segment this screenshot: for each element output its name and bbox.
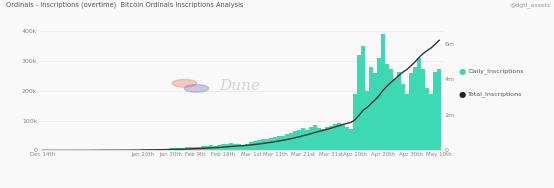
Bar (357, 55, 361, 150)
Bar (189, 147, 193, 150)
Bar (137, 149, 141, 150)
Bar (329, 126, 333, 150)
Text: Daily_Inscriptions: Daily_Inscriptions (468, 69, 524, 74)
Bar (285, 134, 289, 150)
Bar (229, 143, 233, 150)
Bar (269, 138, 273, 150)
Bar (153, 149, 157, 150)
Bar (165, 149, 169, 150)
Bar (273, 137, 277, 150)
Bar (257, 140, 261, 150)
Bar (253, 142, 257, 150)
Bar (205, 146, 209, 150)
Bar (233, 144, 237, 150)
Bar (417, 58, 421, 150)
Text: Total_Inscriptions: Total_Inscriptions (468, 91, 522, 97)
Bar (409, 73, 413, 150)
Bar (353, 94, 357, 150)
Bar (386, 64, 389, 150)
Bar (433, 72, 437, 150)
Bar (157, 149, 161, 150)
Bar (350, 129, 353, 150)
Bar (341, 125, 345, 150)
Bar (245, 144, 249, 150)
Bar (301, 128, 305, 150)
Bar (345, 127, 349, 150)
Bar (438, 69, 441, 150)
Bar (161, 149, 165, 150)
Bar (225, 144, 229, 150)
Bar (181, 148, 184, 150)
Bar (429, 94, 433, 150)
Bar (209, 145, 213, 150)
Bar (293, 131, 297, 150)
Bar (334, 124, 337, 150)
Bar (177, 148, 181, 150)
Text: @dgtl_assets: @dgtl_assets (510, 2, 551, 8)
Bar (173, 148, 177, 150)
Bar (425, 88, 429, 150)
Bar (197, 146, 201, 150)
Bar (93, 149, 96, 150)
Bar (141, 149, 145, 150)
Bar (145, 149, 148, 150)
Bar (401, 83, 405, 150)
Bar (325, 127, 329, 150)
Bar (393, 79, 397, 150)
Bar (305, 130, 309, 150)
Bar (249, 142, 253, 150)
Bar (397, 72, 401, 150)
Bar (373, 73, 377, 150)
Bar (265, 139, 269, 150)
Bar (317, 128, 321, 150)
Bar (413, 67, 417, 150)
Bar (370, 67, 373, 150)
Bar (241, 145, 245, 150)
Bar (365, 91, 369, 150)
Bar (361, 46, 365, 150)
Bar (389, 69, 393, 150)
Bar (221, 144, 225, 150)
Bar (309, 127, 313, 150)
Circle shape (172, 79, 197, 87)
Bar (149, 149, 153, 150)
Bar (377, 58, 381, 150)
Bar (193, 147, 197, 150)
Text: ●: ● (458, 89, 465, 99)
Bar (185, 147, 189, 150)
Bar (406, 94, 409, 150)
Bar (289, 133, 293, 150)
Bar (422, 69, 425, 150)
Bar (201, 146, 205, 150)
Text: ●: ● (458, 67, 465, 76)
Bar (217, 145, 220, 150)
Bar (337, 123, 341, 150)
Bar (169, 148, 173, 150)
Bar (213, 146, 217, 150)
Bar (321, 129, 325, 150)
Text: Ordinals - Inscriptions (overtime)  Bitcoin Ordinals Inscriptions Analysis: Ordinals - Inscriptions (overtime) Bitco… (6, 2, 243, 8)
Bar (237, 144, 241, 150)
Bar (277, 136, 281, 150)
Bar (313, 125, 317, 150)
Bar (261, 139, 265, 150)
Bar (297, 130, 301, 150)
Bar (281, 136, 285, 150)
Circle shape (184, 85, 209, 92)
Bar (381, 34, 385, 150)
Text: Dune: Dune (219, 80, 260, 93)
